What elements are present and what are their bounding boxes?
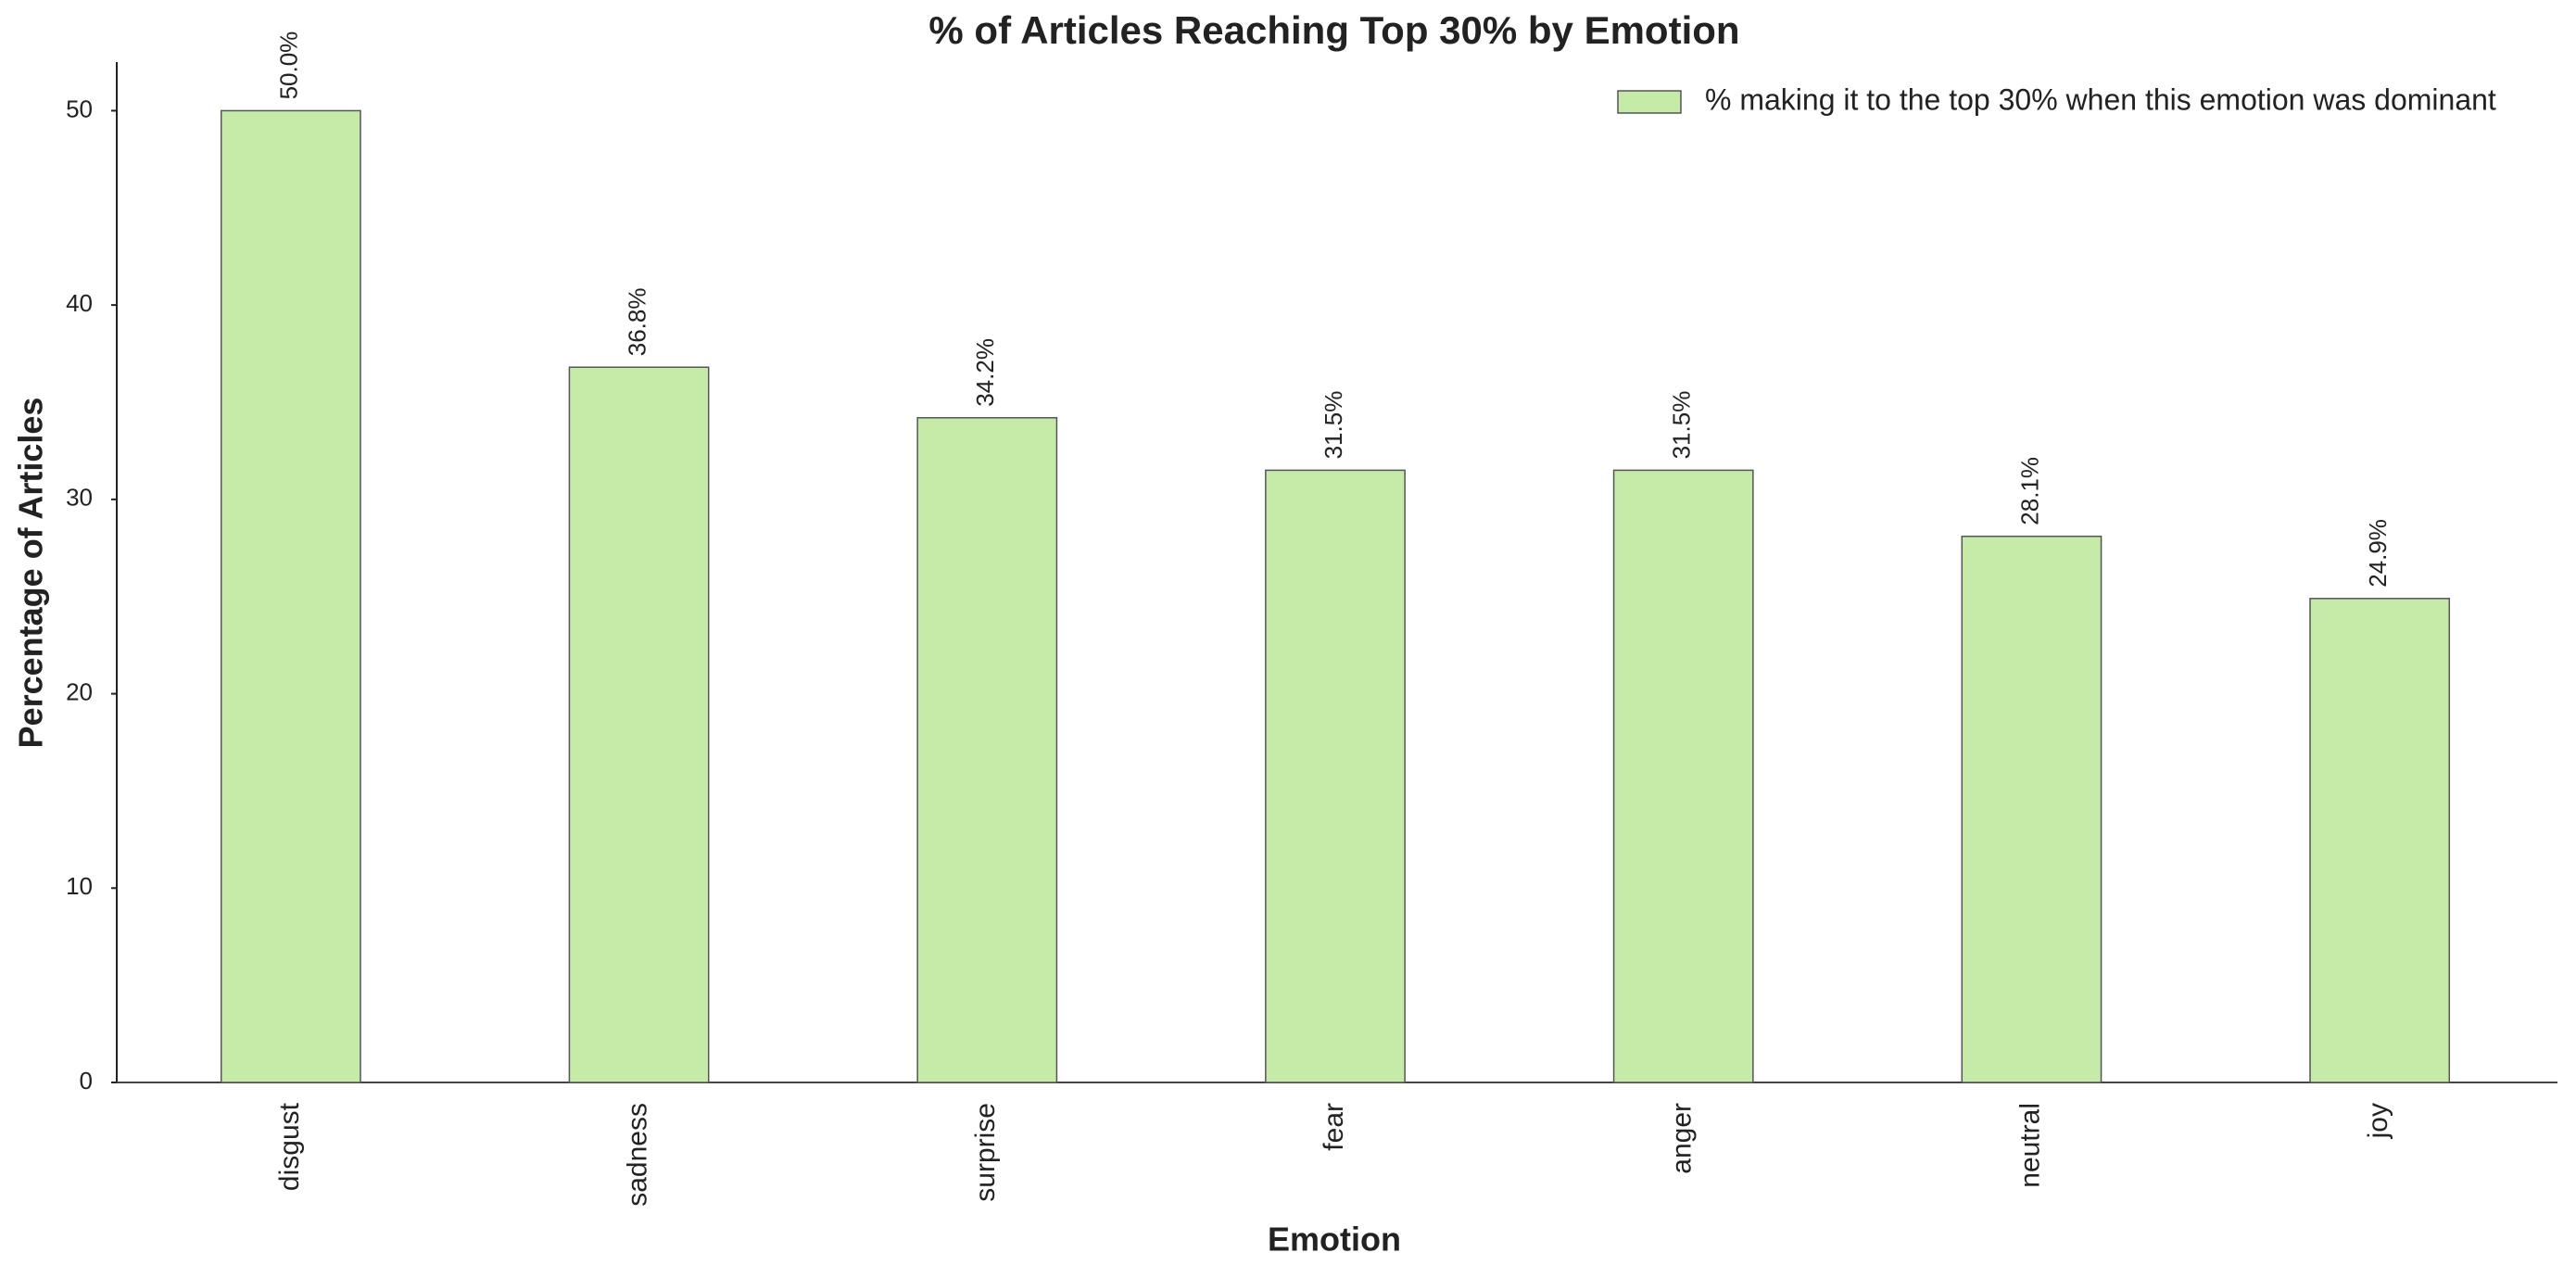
value-label: 31.5% xyxy=(1320,391,1347,460)
bar xyxy=(1612,469,1754,1083)
x-tick-label: disgust xyxy=(274,1102,305,1191)
value-label: 36.8% xyxy=(623,288,650,357)
x-tick-label: neutral xyxy=(2014,1103,2045,1188)
x-axis-label: Emotion xyxy=(1268,1221,1401,1259)
value-label: 50.0% xyxy=(275,32,303,100)
x-tick-label: fear xyxy=(1319,1103,1349,1151)
y-tick-label: 50 xyxy=(66,95,93,122)
y-tick-label: 40 xyxy=(66,289,93,317)
legend-swatch xyxy=(1617,90,1682,114)
y-tick-label: 20 xyxy=(66,677,93,705)
x-tick-label: sadness xyxy=(622,1103,652,1207)
bar xyxy=(916,417,1058,1083)
x-tick-label: surprise xyxy=(970,1103,1001,1202)
bar xyxy=(1265,469,1406,1083)
x-tick-label: joy xyxy=(2363,1103,2393,1139)
y-axis-label: Percentage of Articles xyxy=(12,398,50,749)
legend-label: % making it to the top 30% when this emo… xyxy=(1705,82,2496,116)
value-label: 34.2% xyxy=(971,338,999,407)
bar xyxy=(2309,598,2451,1083)
x-tick-label: anger xyxy=(1667,1103,1698,1174)
y-tick-label: 0 xyxy=(80,1067,93,1095)
bar xyxy=(220,109,361,1083)
chart-title: % of Articles Reaching Top 30% by Emotio… xyxy=(928,8,1739,52)
bar xyxy=(1961,535,2102,1083)
y-tick-label: 10 xyxy=(66,872,93,900)
bar xyxy=(568,366,710,1083)
value-label: 24.9% xyxy=(2364,519,2392,588)
value-label: 28.1% xyxy=(2015,457,2043,525)
y-tick-label: 30 xyxy=(66,484,93,512)
value-label: 31.5% xyxy=(1668,391,1696,460)
